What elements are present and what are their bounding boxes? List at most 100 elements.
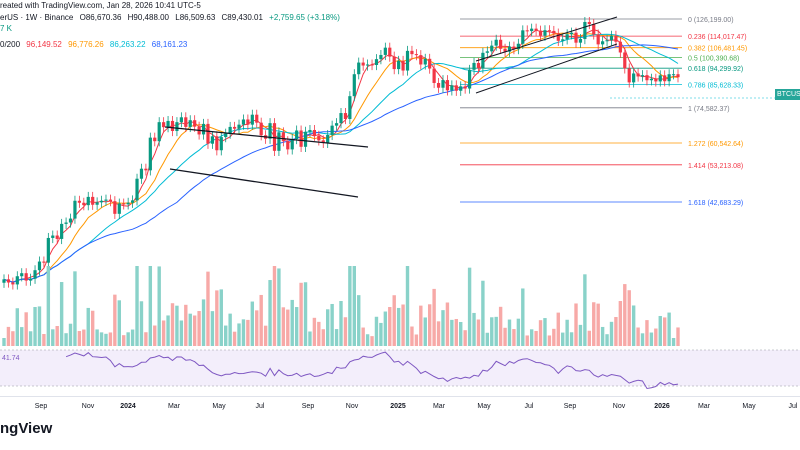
candle-body xyxy=(445,80,450,91)
candle-body xyxy=(95,202,99,205)
candle-body xyxy=(317,135,321,141)
candle-body xyxy=(578,39,583,43)
created-text: reated with TradingView.com, Jan 28, 202… xyxy=(0,1,201,10)
volume-bar xyxy=(51,329,55,346)
volume-bar xyxy=(330,303,334,346)
volume-bar xyxy=(46,266,51,346)
fib-label-5: 0.786 (85,628.33) xyxy=(688,82,743,89)
candle-body xyxy=(676,74,680,78)
candle-body xyxy=(627,68,631,83)
ohlc-high: H90,488.00 xyxy=(127,13,170,22)
time-tick-13: Nov xyxy=(613,403,626,410)
volume-bar xyxy=(37,306,42,346)
time-tick-8: 2025 xyxy=(390,403,406,410)
candle-body xyxy=(569,32,574,35)
rsi-band xyxy=(0,350,800,386)
volume-bar xyxy=(206,271,210,346)
candle-body xyxy=(614,35,618,42)
volume-bar xyxy=(627,290,631,346)
volume-bar xyxy=(671,338,676,346)
candle-body xyxy=(299,130,303,147)
volume-bar xyxy=(113,294,117,346)
trendline-upper xyxy=(164,126,369,148)
volume-bar xyxy=(658,315,662,346)
volume-bar xyxy=(618,301,623,346)
candle-body xyxy=(232,126,237,129)
volume-bar xyxy=(6,326,11,346)
candle-body xyxy=(605,40,609,42)
candle-body xyxy=(667,74,671,82)
volume-bar xyxy=(95,329,99,346)
candle-body xyxy=(139,168,144,179)
candle-body xyxy=(556,33,560,41)
candle-body xyxy=(326,134,330,143)
candle-body xyxy=(130,200,135,203)
candle-body xyxy=(481,52,485,69)
volume-bar xyxy=(2,338,6,346)
candle-body xyxy=(534,28,538,31)
candle-body xyxy=(126,202,130,205)
candle-body xyxy=(55,235,59,239)
candle-body xyxy=(592,24,596,35)
volume-bar xyxy=(343,317,348,346)
candle-body xyxy=(596,34,600,45)
candle-body xyxy=(29,278,33,281)
candle-body xyxy=(255,114,259,123)
candle-body xyxy=(343,113,348,119)
candle-body xyxy=(99,200,104,203)
fib-label-9: 1.618 (42,683.29) xyxy=(688,200,743,207)
time-tick-9: Mar xyxy=(433,403,446,410)
volume-bar xyxy=(86,307,90,346)
volume-bar xyxy=(104,333,108,346)
candle-body xyxy=(201,123,206,135)
header-line-1: reated with TradingView.com, Jan 28, 202… xyxy=(0,1,205,10)
candle-body xyxy=(410,50,414,55)
volume-bar xyxy=(157,266,161,346)
candle-body xyxy=(649,78,653,81)
candle-body xyxy=(401,60,405,71)
volume-bar xyxy=(272,266,277,346)
candle-body xyxy=(77,200,81,203)
candle-body xyxy=(11,282,15,285)
volume-bar xyxy=(481,280,485,346)
volume-bar xyxy=(224,325,228,346)
candle-body xyxy=(184,117,188,127)
time-tick-12: Sep xyxy=(564,403,577,410)
candle-body xyxy=(507,46,512,52)
time-tick-4: May xyxy=(212,403,226,410)
rsi-line xyxy=(65,351,679,390)
volume-bar xyxy=(427,304,432,346)
candle-body xyxy=(272,123,277,151)
volume-bar xyxy=(503,327,507,346)
volume-bar xyxy=(33,307,37,346)
fib-label-2: 0.382 (106,481.45) xyxy=(688,46,747,53)
candle-body xyxy=(494,39,498,46)
candle-body xyxy=(561,39,565,41)
volume-bar xyxy=(219,289,223,346)
volume-bar xyxy=(299,282,303,346)
candle-body xyxy=(286,141,290,150)
volume-bar xyxy=(556,312,560,346)
volume-bar xyxy=(410,326,414,346)
volume-bar xyxy=(463,330,467,346)
volume-bar xyxy=(547,335,552,346)
volume-bar xyxy=(529,329,534,346)
ma-label: 0/200 xyxy=(0,40,21,49)
candle-body xyxy=(454,85,458,91)
candle-body xyxy=(525,30,529,32)
candle-body xyxy=(459,86,463,91)
candle-body xyxy=(512,46,516,50)
candle-body xyxy=(640,75,645,77)
ma-line-2 xyxy=(3,33,679,283)
volume-bar xyxy=(334,329,339,346)
candle-body xyxy=(645,75,649,81)
candle-body xyxy=(383,47,387,55)
volume-bar xyxy=(73,271,77,346)
ohlc-change: +2,759.65 (+3.18%) xyxy=(269,13,340,22)
channel-lower xyxy=(475,43,618,94)
symbol-label[interactable]: erUS · 1W · Binance xyxy=(0,13,74,22)
candle-body xyxy=(436,82,441,88)
candle-body xyxy=(388,47,392,57)
candle-body xyxy=(450,85,454,91)
ma-line-1 xyxy=(3,32,679,283)
